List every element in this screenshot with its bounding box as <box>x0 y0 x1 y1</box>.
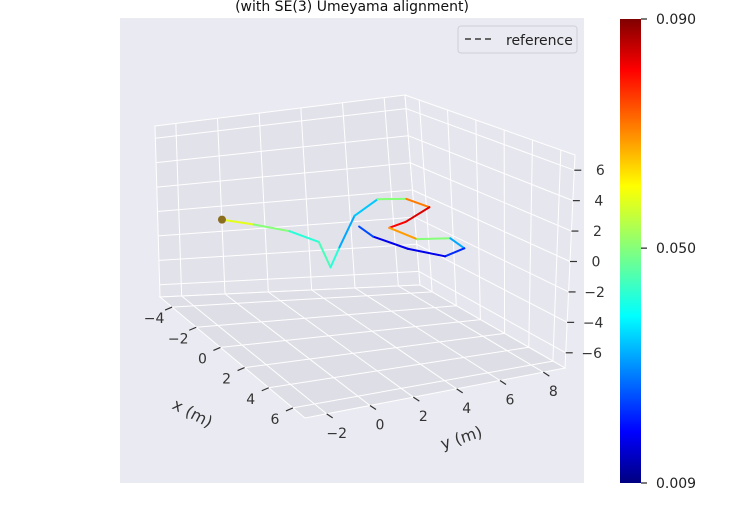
z-gridline-side <box>408 135 574 202</box>
y-tick-label: −2 <box>326 426 347 442</box>
colorbar-tick-label: 0.050 <box>656 241 696 257</box>
z-gridline-side <box>412 189 571 262</box>
x-tick-mark <box>164 306 173 311</box>
z-tick-label: 2 <box>593 224 602 240</box>
y-gridline-floor <box>398 285 544 373</box>
z-tick-label: 0 <box>592 255 601 271</box>
error-trajectory-segment <box>416 237 452 241</box>
trajectory-start-marker <box>217 215 226 224</box>
error-trajectory-segment <box>406 247 447 258</box>
x-tick-mark <box>285 407 294 412</box>
error-trajectory-segment <box>388 226 419 241</box>
error-trajectory-segment <box>358 225 375 238</box>
x-tick-label: −2 <box>168 331 189 347</box>
colorbar-tick-label: 0.090 <box>656 12 696 28</box>
legend-label-reference: reference <box>506 33 573 49</box>
x-gridline-floor <box>268 346 529 389</box>
error-trajectory-segment <box>288 230 320 243</box>
z-gridline-back <box>158 243 417 261</box>
x-tick-label: −4 <box>144 311 165 327</box>
y-tick-label: 4 <box>462 401 471 417</box>
x-gridline-floor <box>244 332 505 369</box>
error-trajectory-segment <box>220 218 255 226</box>
z-gridline-back <box>158 216 415 237</box>
z-gridline-side <box>416 243 568 323</box>
y-tick-mark <box>413 396 420 402</box>
x-tick-label: 4 <box>246 392 255 408</box>
error-trajectory-segment <box>449 237 466 250</box>
error-trajectory-segment <box>444 247 466 258</box>
z-gridline-side <box>410 162 572 232</box>
x-tick-label: 0 <box>198 351 207 367</box>
y-gridline-floor <box>181 295 327 415</box>
y-tick-mark <box>326 413 333 419</box>
y-tick-label: 2 <box>419 409 428 425</box>
error-trajectory-segment <box>405 197 431 209</box>
z-gridline-back <box>157 189 413 212</box>
error-trajectory-segment <box>353 198 379 217</box>
x-tick-label: 6 <box>270 412 279 428</box>
y-tick-mark <box>369 405 377 410</box>
y-tick-mark <box>456 388 463 394</box>
z-gridline-back <box>156 135 409 164</box>
z-gridline-side <box>418 270 566 354</box>
z-tick-label: −4 <box>583 315 604 331</box>
legend-box <box>457 25 578 54</box>
z-tick-label: 4 <box>594 194 603 210</box>
colorbar-tick-label: 0.009 <box>656 476 696 492</box>
y-tick-mark <box>499 380 507 385</box>
y-gridline-floor <box>354 287 501 381</box>
x-tick-mark <box>213 346 221 351</box>
floor-pane <box>158 284 567 419</box>
y-gridline-floor <box>268 291 414 398</box>
error-trajectory-segment <box>252 223 291 233</box>
y-tick-label: 0 <box>376 418 385 434</box>
chart-title: (with SE(3) Umeyama alignment) <box>235 0 469 15</box>
y-gridline-floor <box>311 289 457 390</box>
z-gridline-side <box>405 108 575 171</box>
y-tick-mark <box>543 371 550 377</box>
z-tick-label: 6 <box>596 163 605 179</box>
error-trajectory-segment <box>329 246 341 269</box>
z-gridline-side <box>414 216 569 293</box>
error-trajectory-segment <box>372 235 409 250</box>
grid-lines <box>155 97 575 415</box>
x-gridline-floor <box>172 291 433 308</box>
error-trajectory-segment <box>338 214 356 249</box>
x-gridline-floor <box>220 319 481 348</box>
legend: reference <box>457 25 578 54</box>
error-trajectory-segment <box>317 240 332 269</box>
z-gridline-back <box>155 108 407 139</box>
y-tick-label: 6 <box>506 393 515 409</box>
x-tick-label: 2 <box>222 372 231 388</box>
x-gridline-floor <box>292 360 554 409</box>
tick-marks <box>164 169 582 419</box>
y-gridline-floor <box>224 293 371 406</box>
x-tick-mark <box>261 387 269 392</box>
error-trajectory-segment <box>404 206 431 223</box>
y-tick-label: 8 <box>549 384 558 400</box>
z-gridline-back <box>159 270 419 286</box>
z-tick-label: −6 <box>581 346 602 362</box>
z-tick-label: −2 <box>584 285 605 301</box>
z-gridline-back <box>156 162 411 188</box>
x-tick-mark <box>237 367 245 372</box>
trajectory-plot <box>217 197 466 269</box>
x-gridline-floor <box>196 305 457 328</box>
colorbar-ticks: 0.090 0.050 0.009 <box>641 12 696 492</box>
error-trajectory-segment <box>388 220 407 229</box>
x-tick-mark <box>189 326 197 331</box>
back-wall-pane <box>154 94 421 298</box>
colorbar <box>620 19 641 483</box>
